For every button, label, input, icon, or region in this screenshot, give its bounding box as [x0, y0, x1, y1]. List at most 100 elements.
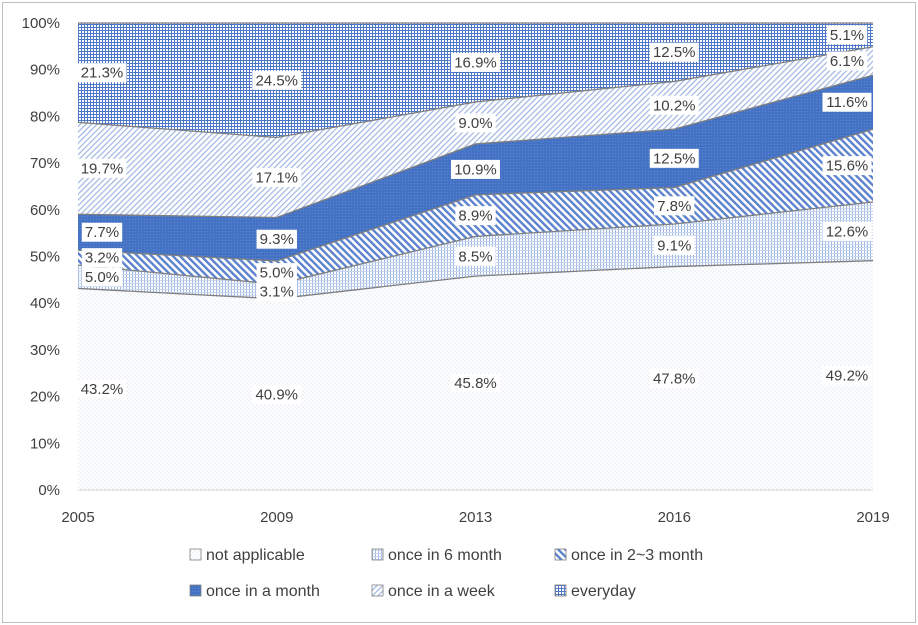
legend-label: once in a month [206, 583, 320, 600]
data-label-once-in-a-week: 9.0% [458, 115, 492, 132]
data-label-bg [826, 25, 868, 45]
legend-label: not applicable [206, 547, 305, 564]
data-label-everyday: 16.9% [454, 54, 497, 71]
data-label-bg [81, 248, 123, 268]
legend-swatch [371, 548, 384, 561]
legend-swatch [189, 548, 202, 561]
y-tick-label: 60% [30, 202, 60, 219]
boundary-not-applicable [77, 260, 874, 300]
x-tick-label: 2013 [459, 509, 492, 526]
data-label-bg [451, 52, 500, 72]
y-tick-labels: 0% 10% 20% 30% 40% 50% 60% 70% 80% 90% 100% [22, 15, 60, 499]
legend: not applicable once in 6 month once in 2~3… [189, 547, 703, 600]
data-label-once-in-a-week: 6.1% [830, 53, 864, 70]
y-tick-label: 100% [22, 15, 60, 32]
data-label-not-applicable: 47.8% [653, 370, 696, 387]
legend-swatch [554, 548, 567, 561]
legend-swatch [371, 584, 384, 597]
data-label-once-in-a-week: 17.1% [255, 169, 298, 186]
y-tick-label: 40% [30, 295, 60, 312]
y-tick-label: 20% [30, 389, 60, 406]
legend-item-once-in-a-week: once in a week [371, 583, 496, 600]
data-label-bg [649, 95, 699, 115]
data-label-everyday: 5.1% [830, 27, 864, 44]
data-label-bg [649, 148, 699, 168]
data-labels: 43.2% 40.9% 45.8% 47.8% 49.2% 5.0% 3.1% 8.5% 9.1… [77, 25, 872, 404]
boundary-once-in-6-month [77, 201, 874, 285]
boundary-once-in-a-week [77, 46, 874, 139]
data-label-bg [822, 365, 872, 385]
data-label-bg [81, 222, 123, 242]
data-label-bg [256, 263, 297, 283]
data-label-bg [455, 246, 496, 266]
data-label-bg [654, 196, 695, 216]
data-label-bg [455, 206, 496, 226]
data-label-once-in-2-3-month: 7.8% [657, 198, 691, 215]
data-label-bg [822, 156, 872, 176]
data-label-once-in-a-week: 19.7% [81, 160, 124, 177]
data-label-bg [252, 70, 302, 90]
y-tick-label: 10% [30, 435, 60, 452]
data-label-not-applicable: 40.9% [255, 386, 298, 403]
x-tick-label: 2019 [856, 509, 889, 526]
data-label-bg [256, 282, 297, 302]
data-label-bg [451, 159, 500, 179]
legend-label: once in a week [388, 583, 496, 600]
y-tick-label: 80% [30, 108, 60, 125]
y-tick-label: 30% [30, 342, 60, 359]
data-label-once-in-a-month: 7.7% [85, 224, 119, 241]
legend-label: everyday [571, 583, 636, 600]
data-label-bg [77, 379, 127, 399]
data-label-once-in-a-month: 10.9% [454, 161, 497, 178]
data-label-bg [822, 92, 872, 112]
y-tick-label: 90% [30, 62, 60, 79]
data-label-once-in-a-month: 12.5% [653, 150, 696, 167]
data-label-once-in-2-3-month: 15.6% [826, 158, 869, 175]
data-label-once-in-6-month: 12.6% [826, 223, 869, 240]
y-tick-label: 70% [30, 155, 60, 172]
boundary-once-in-a-month [77, 74, 874, 219]
data-label-bg [77, 63, 127, 83]
legend-item-everyday: everyday [554, 583, 636, 600]
legend-item-once-in-2-3-month: once in 2~3 month [554, 547, 703, 564]
data-label-once-in-2-3-month: 5.0% [260, 265, 294, 282]
data-label-once-in-2-3-month: 3.2% [85, 250, 119, 267]
legend-swatch [189, 584, 202, 597]
data-label-not-applicable: 45.8% [454, 375, 497, 392]
legend-item-not-applicable: not applicable [189, 547, 305, 564]
data-label-not-applicable: 49.2% [826, 367, 869, 384]
data-label-once-in-6-month: 8.5% [458, 248, 492, 265]
data-label-once-in-a-week: 10.2% [653, 97, 696, 114]
data-label-bg [256, 229, 297, 249]
data-label-everyday: 21.3% [81, 65, 124, 82]
legend-swatch [554, 584, 567, 597]
legend-label: once in 6 month [388, 547, 502, 564]
data-label-bg [81, 267, 123, 287]
data-label-bg [451, 373, 500, 393]
legend-item-once-in-a-month: once in a month [189, 583, 320, 600]
data-label-bg [252, 384, 302, 404]
data-label-once-in-6-month: 9.1% [657, 237, 691, 254]
x-tick-label: 2009 [260, 509, 293, 526]
data-label-everyday: 12.5% [653, 44, 696, 61]
data-label-bg [649, 368, 699, 388]
data-label-bg [654, 235, 695, 255]
legend-label: once in 2~3 month [571, 547, 703, 564]
data-label-bg [826, 51, 868, 71]
data-label-bg [822, 221, 872, 241]
boundary-once-in-2-3-month [77, 128, 874, 262]
data-label-once-in-6-month: 5.0% [85, 269, 119, 286]
legend-item-once-in-6-month: once in 6 month [371, 547, 502, 564]
data-label-everyday: 24.5% [255, 72, 298, 89]
y-tick-label: 0% [38, 482, 60, 499]
data-label-bg [77, 158, 127, 178]
data-label-bg [455, 113, 496, 133]
x-tick-labels: 2005 2009 2013 2016 2019 [61, 509, 889, 526]
data-label-once-in-a-month: 9.3% [260, 231, 294, 248]
data-label-bg [252, 167, 302, 187]
data-label-not-applicable: 43.2% [81, 381, 124, 398]
y-tick-label: 50% [30, 249, 60, 266]
x-tick-label: 2016 [658, 509, 691, 526]
x-tick-label: 2005 [61, 509, 94, 526]
